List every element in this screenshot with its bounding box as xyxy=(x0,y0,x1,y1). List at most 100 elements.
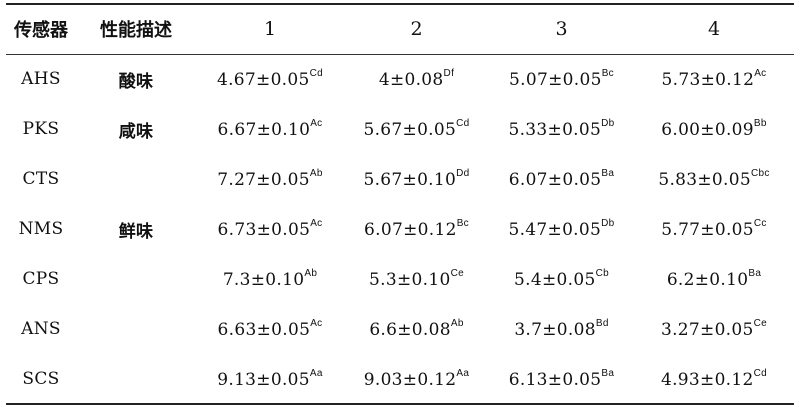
header-4: 4 xyxy=(634,4,794,55)
value: 4.67±0.05 xyxy=(216,70,310,91)
sensor-name: AHS xyxy=(21,69,61,90)
significance-letters: Df xyxy=(443,68,455,80)
value: 9.03±0.12 xyxy=(363,369,457,390)
description: 酸味 xyxy=(118,71,154,92)
significance-letters: Ab xyxy=(309,168,323,179)
value: 5.4±0.05 xyxy=(514,270,596,290)
value: 7.27±0.05 xyxy=(217,170,310,190)
significance-letters: Cd xyxy=(753,367,768,379)
sensor-name: NMS xyxy=(18,219,64,239)
value: 6.07±0.12 xyxy=(364,220,457,240)
significance-letters: Ba xyxy=(601,367,615,379)
value-cell: 3.27±0.05Ce xyxy=(634,304,794,354)
table-row: CTS 7.27±0.05Ab 5.67±0.10Dd 6.07±0.05Ba 5.83… xyxy=(6,154,794,204)
value: 5.83±0.05 xyxy=(658,170,751,190)
description xyxy=(76,154,196,204)
significance-letters: Ac xyxy=(310,218,323,229)
significance-letters: Bc xyxy=(601,68,614,80)
significance-letters: Ba xyxy=(601,168,615,179)
value-cell: 5.67±0.10Dd xyxy=(344,154,489,204)
value: 5.3±0.10 xyxy=(369,270,451,290)
value-cell: 6.63±0.05Ac xyxy=(196,304,344,354)
value-cell: 5.4±0.05Cb xyxy=(489,254,634,304)
value-cell: 5.83±0.05Cbc xyxy=(634,154,794,204)
header-sensor: 传感器 xyxy=(6,4,76,55)
value-cell: 4.67±0.05Cd xyxy=(196,54,344,104)
table-row: CPS 7.3±0.10Ab 5.3±0.10Ce 5.4±0.05Cb 6.2±0.1… xyxy=(6,254,794,304)
value: 4±0.08 xyxy=(378,70,444,91)
description: 咸味 xyxy=(118,121,154,142)
value-cell: 5.47±0.05Db xyxy=(489,204,634,254)
header-2: 2 xyxy=(344,4,489,55)
value-cell: 9.03±0.12Aa xyxy=(344,354,489,404)
header-description: 性能描述 xyxy=(76,4,196,55)
value-cell: 6.73±0.05Ac xyxy=(196,204,344,254)
significance-letters: Aa xyxy=(456,367,470,379)
significance-letters: Db xyxy=(601,218,615,229)
value-cell: 5.67±0.05Cd xyxy=(344,104,489,154)
sensor-name: CTS xyxy=(22,169,60,189)
value: 6.13±0.05 xyxy=(508,369,602,390)
table-row: SCS 9.13±0.05Aa 9.03±0.12Aa 6.13±0.05Ba 4.93… xyxy=(6,354,794,404)
value: 5.67±0.05 xyxy=(363,120,457,140)
significance-letters: Dd xyxy=(456,168,470,179)
significance-letters: Ba xyxy=(748,268,762,279)
description xyxy=(76,304,196,354)
value-cell: 6.00±0.09Bb xyxy=(634,104,794,154)
value: 6.2±0.10 xyxy=(666,270,749,290)
value: 4.93±0.12 xyxy=(660,369,754,390)
significance-letters: Ab xyxy=(304,268,318,279)
header-row: 传感器 性能描述 1 2 3 4 xyxy=(6,4,794,55)
significance-letters: Cd xyxy=(456,118,470,129)
significance-letters: Bb xyxy=(753,118,767,129)
value: 7.3±0.10 xyxy=(222,270,305,290)
significance-letters: Ac xyxy=(310,118,323,129)
value-cell: 3.7±0.08Bd xyxy=(489,304,634,354)
value: 3.7±0.08 xyxy=(514,320,596,340)
value: 5.33±0.05 xyxy=(508,120,602,140)
significance-letters: Ac xyxy=(310,318,323,329)
description xyxy=(76,354,196,404)
value-cell: 4±0.08Df xyxy=(344,54,489,104)
sensor-table: 传感器 性能描述 1 2 3 4 AHS 酸味 4.67±0.05Cd 4±0.08D… xyxy=(6,3,794,405)
value-cell: 6.13±0.05Ba xyxy=(489,354,634,404)
significance-letters: Ce xyxy=(753,318,768,329)
value-cell: 5.3±0.10Ce xyxy=(344,254,489,304)
value-cell: 7.3±0.10Ab xyxy=(196,254,344,304)
significance-letters: Aa xyxy=(309,367,323,379)
value-cell: 7.27±0.05Ab xyxy=(196,154,344,204)
sensor-name: PKS xyxy=(22,119,60,139)
significance-letters: Cb xyxy=(595,268,609,279)
header-3: 3 xyxy=(489,4,634,55)
value-cell: 5.33±0.05Db xyxy=(489,104,634,154)
value-cell: 5.07±0.05Bc xyxy=(489,54,634,104)
significance-letters: Ac xyxy=(754,68,767,80)
significance-letters: Bd xyxy=(595,318,609,329)
value-cell: 5.77±0.05Cc xyxy=(634,204,794,254)
value: 5.47±0.05 xyxy=(508,220,602,240)
value: 9.13±0.05 xyxy=(217,369,310,390)
value: 5.07±0.05 xyxy=(509,70,602,91)
value-cell: 5.73±0.12Ac xyxy=(634,54,794,104)
value: 6.00±0.09 xyxy=(661,120,754,140)
sensor-name: SCS xyxy=(22,368,60,389)
sensor-name: ANS xyxy=(21,319,61,339)
value: 5.77±0.05 xyxy=(661,220,754,240)
value-cell: 6.07±0.05Ba xyxy=(489,154,634,204)
significance-letters: Bc xyxy=(456,218,469,229)
value-cell: 6.07±0.12Bc xyxy=(344,204,489,254)
table-row: NMS 鲜味 6.73±0.05Ac 6.07±0.12Bc 5.47±0.05Db 5.… xyxy=(6,204,794,254)
value: 6.67±0.10 xyxy=(217,120,311,140)
significance-letters: Cd xyxy=(309,68,324,80)
table-row: AHS 酸味 4.67±0.05Cd 4±0.08Df 5.07±0.05Bc 5.73±… xyxy=(6,54,794,104)
value: 6.07±0.05 xyxy=(508,170,602,190)
value-cell: 6.67±0.10Ac xyxy=(196,104,344,154)
description: 鲜味 xyxy=(118,221,154,242)
table-row: ANS 6.63±0.05Ac 6.6±0.08Ab 3.7±0.08Bd 3.27±0… xyxy=(6,304,794,354)
significance-letters: Cc xyxy=(753,218,767,229)
value: 6.63±0.05 xyxy=(217,320,311,340)
header-1: 1 xyxy=(196,4,344,55)
value-cell: 9.13±0.05Aa xyxy=(196,354,344,404)
value: 3.27±0.05 xyxy=(660,320,754,340)
value-cell: 4.93±0.12Cd xyxy=(634,354,794,404)
